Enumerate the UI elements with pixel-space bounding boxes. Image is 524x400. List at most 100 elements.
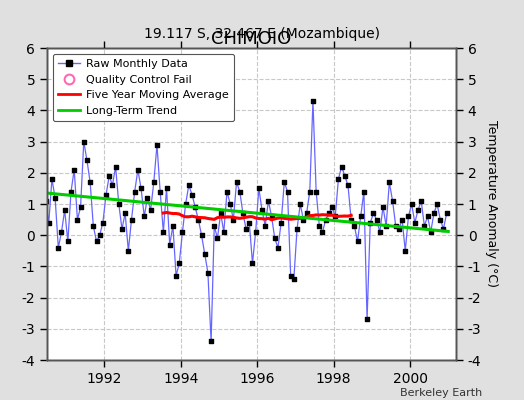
Point — [112, 163, 120, 170]
Point — [350, 223, 358, 229]
Point — [433, 201, 441, 207]
Point — [315, 223, 323, 229]
Point — [388, 198, 397, 204]
Point — [41, 198, 50, 204]
Point — [226, 201, 234, 207]
Point — [178, 229, 187, 235]
Point — [198, 232, 206, 238]
Point — [242, 226, 250, 232]
Point — [169, 223, 177, 229]
Point — [191, 204, 199, 210]
Point — [64, 238, 72, 245]
Point — [207, 338, 215, 344]
Point — [80, 138, 88, 145]
Point — [60, 207, 69, 214]
Point — [32, 210, 40, 216]
Point — [280, 179, 289, 185]
Point — [48, 176, 56, 182]
Point — [322, 216, 330, 223]
Point — [305, 188, 314, 195]
Point — [213, 235, 222, 242]
Point — [417, 198, 425, 204]
Point — [105, 173, 113, 179]
Point — [309, 98, 317, 104]
Point — [35, 185, 43, 192]
Point — [382, 223, 390, 229]
Point — [287, 272, 295, 279]
Point — [414, 207, 422, 214]
Point — [290, 276, 298, 282]
Point — [401, 248, 409, 254]
Point — [137, 185, 145, 192]
Point — [373, 216, 381, 223]
Point — [143, 194, 151, 201]
Point — [255, 185, 263, 192]
Point — [115, 201, 123, 207]
Point — [353, 238, 362, 245]
Point — [347, 216, 355, 223]
Point — [70, 166, 79, 173]
Point — [134, 166, 142, 173]
Text: 19.117 S, 32.467 E (Mozambique): 19.117 S, 32.467 E (Mozambique) — [144, 27, 380, 41]
Point — [130, 188, 139, 195]
Point — [270, 235, 279, 242]
Point — [153, 142, 161, 148]
Point — [51, 194, 59, 201]
Point — [267, 213, 276, 220]
Point — [162, 185, 171, 192]
Point — [201, 251, 209, 257]
Point — [344, 182, 352, 188]
Point — [408, 201, 416, 207]
Point — [210, 223, 219, 229]
Point — [369, 210, 378, 216]
Point — [258, 207, 266, 214]
Point — [38, 170, 47, 176]
Point — [318, 229, 326, 235]
Title: CHIMOIO: CHIMOIO — [211, 30, 292, 48]
Point — [232, 179, 241, 185]
Point — [359, 188, 368, 195]
Point — [328, 204, 336, 210]
Point — [181, 201, 190, 207]
Point — [366, 220, 375, 226]
Point — [398, 216, 406, 223]
Point — [146, 207, 155, 214]
Point — [239, 210, 247, 216]
Point — [220, 229, 228, 235]
Y-axis label: Temperature Anomaly (°C): Temperature Anomaly (°C) — [485, 120, 498, 288]
Point — [118, 226, 126, 232]
Point — [325, 210, 333, 216]
Point — [363, 316, 372, 323]
Point — [194, 216, 203, 223]
Point — [334, 176, 343, 182]
Point — [45, 220, 53, 226]
Point — [376, 229, 384, 235]
Point — [252, 229, 260, 235]
Point — [150, 179, 158, 185]
Point — [166, 241, 174, 248]
Legend: Raw Monthly Data, Quality Control Fail, Five Year Moving Average, Long-Term Tren: Raw Monthly Data, Quality Control Fail, … — [53, 54, 234, 121]
Point — [442, 210, 451, 216]
Point — [427, 229, 435, 235]
Point — [420, 223, 429, 229]
Point — [341, 173, 349, 179]
Point — [395, 226, 403, 232]
Point — [156, 188, 165, 195]
Point — [92, 238, 101, 245]
Point — [312, 188, 320, 195]
Point — [204, 270, 212, 276]
Point — [430, 210, 438, 216]
Point — [261, 223, 269, 229]
Point — [172, 272, 180, 279]
Point — [277, 220, 285, 226]
Point — [236, 188, 244, 195]
Point — [264, 198, 272, 204]
Point — [29, 182, 37, 188]
Point — [296, 201, 304, 207]
Point — [140, 213, 148, 220]
Point — [299, 216, 308, 223]
Point — [274, 244, 282, 251]
Point — [184, 182, 193, 188]
Point — [159, 229, 168, 235]
Point — [57, 229, 66, 235]
